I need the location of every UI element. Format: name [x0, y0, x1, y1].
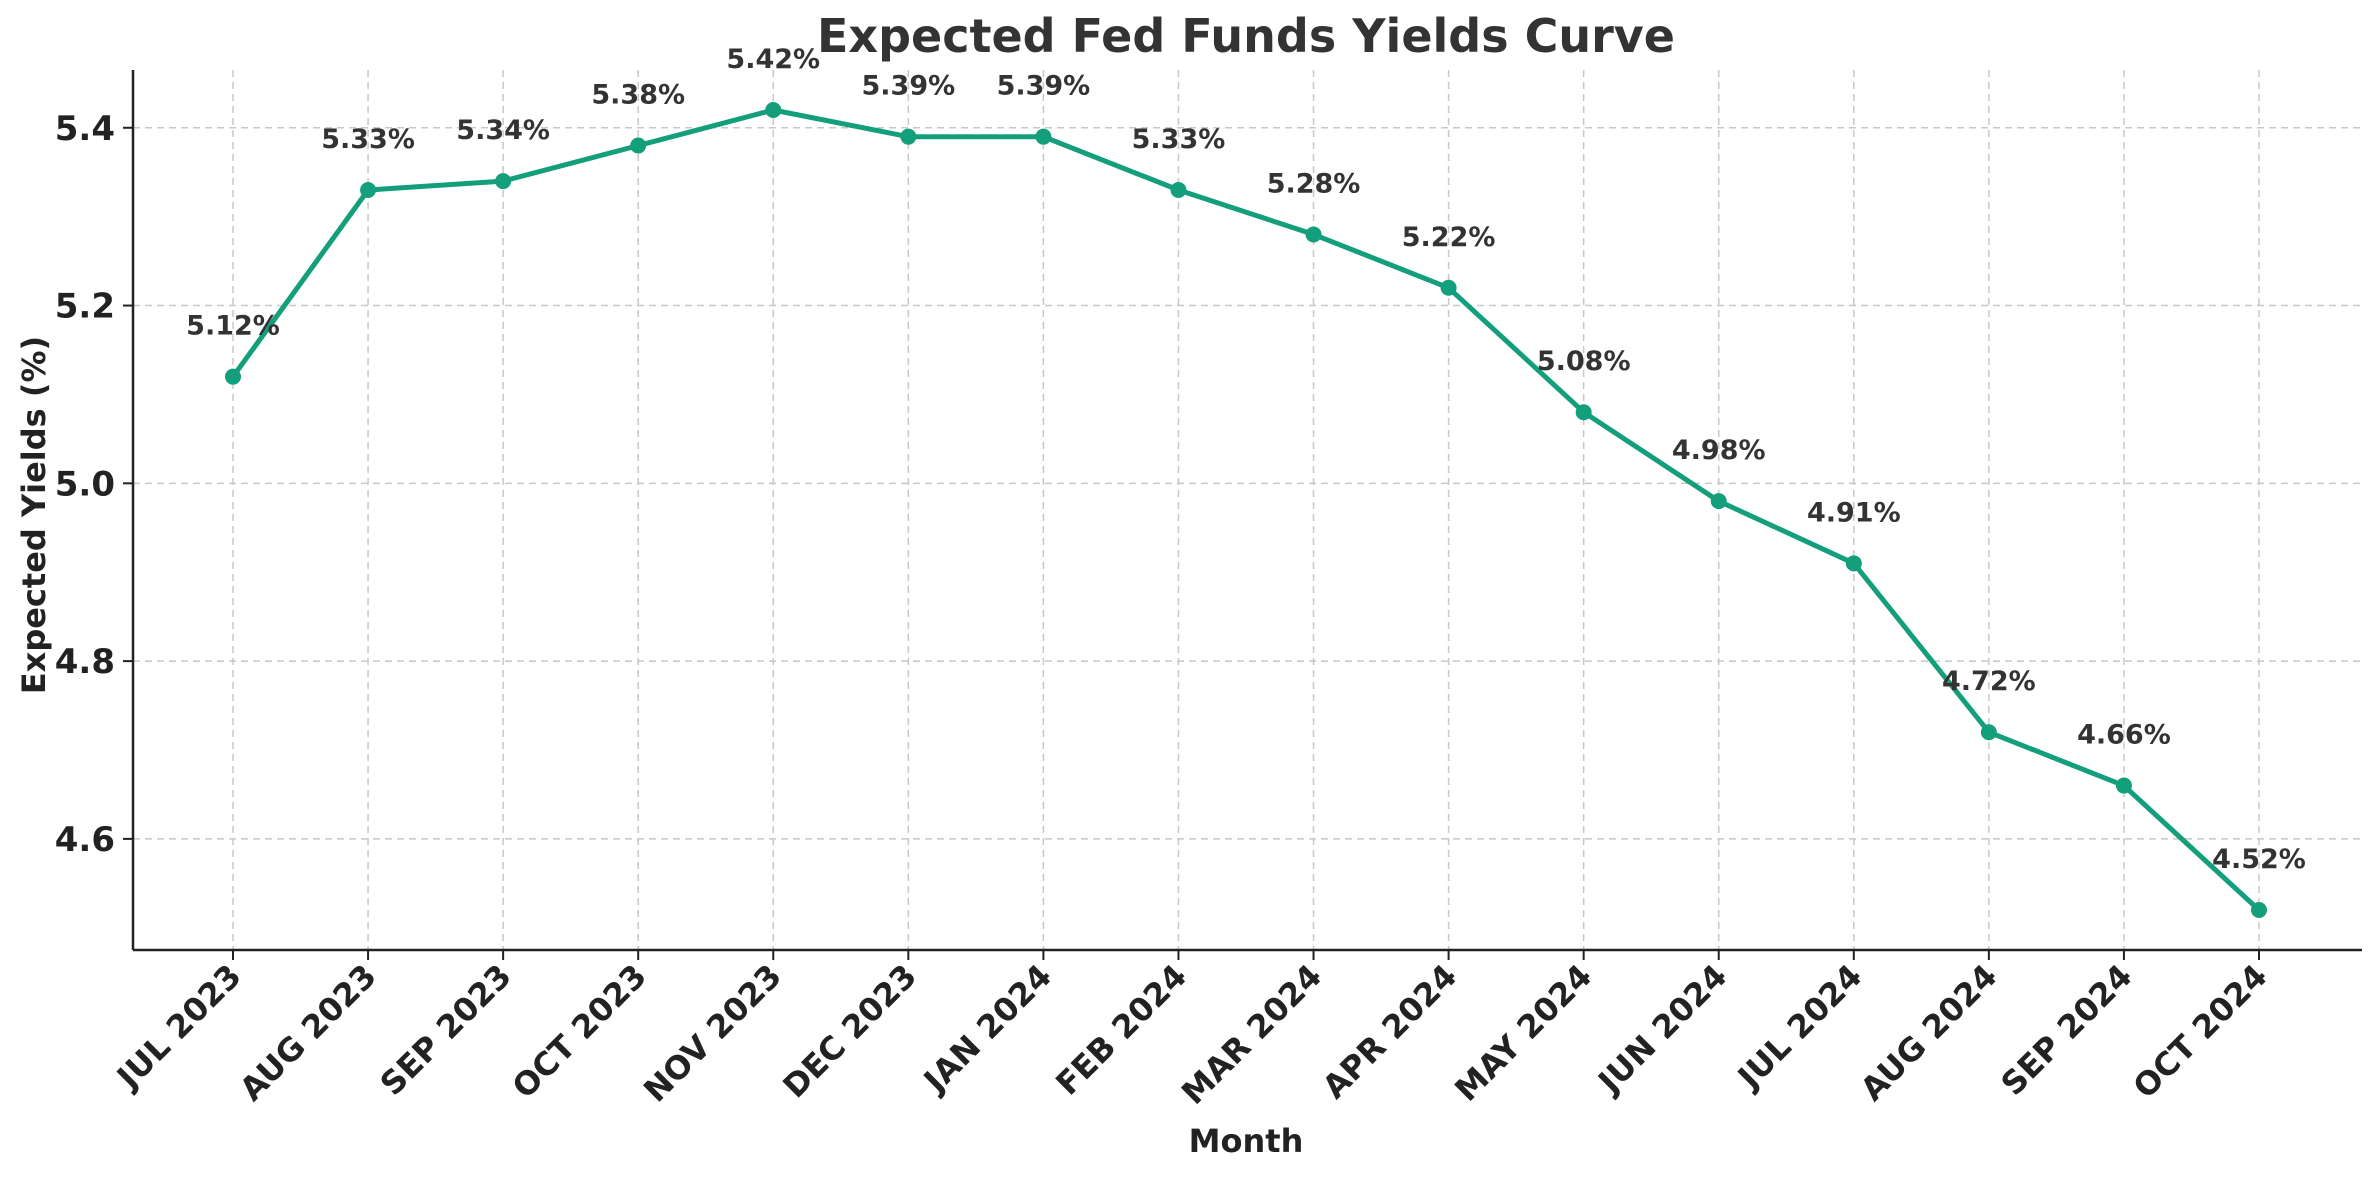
x-tick-label: OCT 2023 [505, 957, 654, 1106]
data-label: 5.42% [726, 44, 820, 75]
data-point [1035, 128, 1052, 145]
data-labels: 5.12% 5.33% 5.34% 5.38% 5.42% 5.39% 5.39% 5.33%… [186, 44, 2306, 875]
y-tick-label: 5.4 [55, 109, 115, 149]
data-label: 5.08% [1537, 346, 1631, 377]
y-tick-label: 5.2 [55, 287, 115, 327]
x-tick-label: JUN 2024 [1590, 957, 1735, 1102]
x-tick-label: OCT 2024 [2126, 957, 2275, 1106]
x-tick-label: JUL 2023 [108, 957, 248, 1097]
x-tick-label: FEB 2024 [1048, 957, 1194, 1103]
data-point [765, 102, 782, 118]
data-point [360, 182, 377, 198]
data-label: 4.72% [1942, 666, 2036, 697]
x-tick-label: SEP 2024 [1994, 957, 2140, 1103]
x-tick-label: MAR 2024 [1174, 957, 1329, 1112]
data-point [1845, 555, 1862, 572]
x-tick-label: APR 2024 [1315, 957, 1464, 1106]
data-point [1980, 724, 1997, 741]
data-label: 5.22% [1402, 222, 1496, 253]
x-tick-label: SEP 2023 [373, 957, 519, 1103]
data-point [2251, 902, 2267, 918]
x-tick-label: JAN 2024 [915, 957, 1059, 1101]
chart-title: Expected Fed Funds Yields Curve [817, 9, 1675, 63]
data-point [1305, 226, 1322, 243]
data-point [1710, 493, 1727, 510]
data-label: 4.91% [1807, 497, 1901, 528]
x-axis-label: Month [1189, 1122, 1304, 1160]
data-point [1170, 182, 1187, 198]
y-axis-ticks: 4.6 4.8 5.0 5.2 5.4 [55, 109, 133, 860]
axes [131, 70, 2362, 952]
data-point [1575, 404, 1592, 421]
x-tick-label: AUG 2023 [232, 957, 383, 1108]
data-label: 5.33% [1132, 124, 1226, 155]
data-label: 5.12% [186, 311, 280, 342]
series-line [230, 107, 2262, 913]
y-axis-label: Expected Yields (%) [15, 336, 53, 694]
y-tick-label: 4.6 [55, 820, 115, 860]
data-label: 5.34% [456, 115, 550, 146]
x-tick-label: MAY 2024 [1447, 957, 1599, 1109]
data-point [2115, 777, 2132, 794]
grid-lines [133, 70, 2362, 950]
data-label: 4.52% [2212, 844, 2306, 875]
data-label: 4.98% [1672, 435, 1766, 466]
data-point [900, 128, 917, 145]
data-label: 5.39% [997, 71, 1091, 102]
data-point [495, 173, 512, 190]
data-label: 5.33% [321, 124, 415, 155]
series-layer [225, 102, 2267, 918]
y-tick-label: 5.0 [55, 464, 115, 504]
x-tick-label: NOV 2023 [636, 957, 789, 1110]
data-label: 4.66% [2077, 720, 2171, 751]
data-point [1440, 279, 1457, 296]
data-label: 5.39% [861, 71, 955, 102]
data-label: 5.38% [591, 80, 685, 111]
data-point [225, 368, 241, 385]
x-tick-label: JUL 2024 [1729, 957, 1869, 1097]
x-tick-label: DEC 2023 [775, 957, 924, 1106]
data-point [630, 137, 647, 154]
data-label: 5.28% [1267, 168, 1361, 199]
x-tick-label: AUG 2024 [1853, 957, 2004, 1108]
y-tick-label: 4.8 [55, 642, 115, 682]
